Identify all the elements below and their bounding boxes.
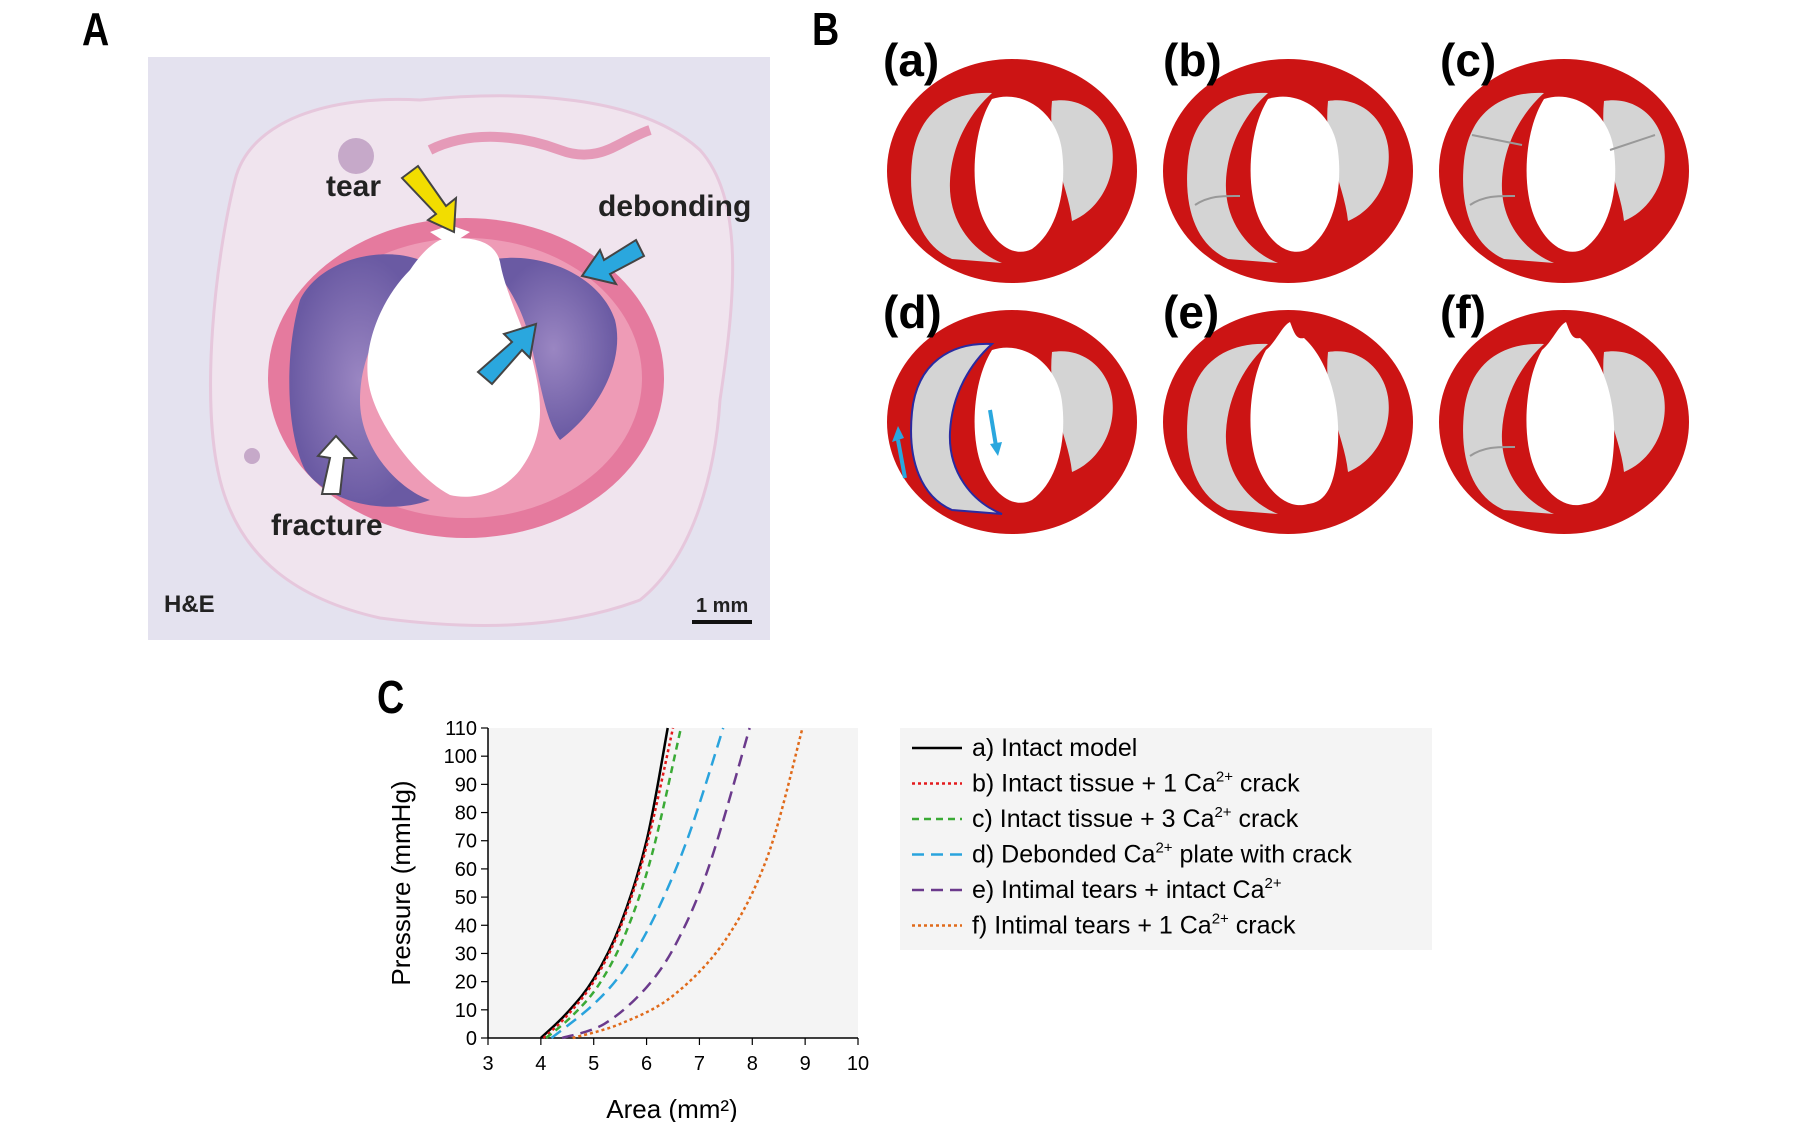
adventitia-small-vessel <box>338 138 374 174</box>
model-c-crack-2 <box>1471 134 1523 146</box>
model-f <box>1439 310 1689 534</box>
model-b <box>1163 59 1413 283</box>
model-c-crack-3 <box>1609 134 1656 151</box>
y-tick-label: 30 <box>455 943 477 965</box>
y-tick-label: 80 <box>455 803 477 825</box>
legend-entry: c) Intact tissue + 3 Ca2+ crack <box>972 804 1299 833</box>
model-c <box>1439 59 1689 283</box>
plot-area <box>488 728 858 1038</box>
debonding-arrow-lower <box>476 322 538 386</box>
lumen <box>367 238 540 497</box>
panel-b-letter: B <box>812 3 840 55</box>
label-tear: tear <box>326 170 381 203</box>
legend-entry: b) Intact tissue + 1 Ca2+ crack <box>972 769 1300 798</box>
x-ticks: 3 4 5 6 7 8 9 10 <box>482 1038 869 1075</box>
series-line-f <box>572 727 804 1040</box>
x-tick-label: 8 <box>747 1053 758 1075</box>
model-d-arrow-right <box>988 409 1002 456</box>
debonding-arrow-upper <box>580 238 646 286</box>
y-tick-label: 10 <box>455 1000 477 1022</box>
legend-entry: a) Intact model <box>972 734 1137 762</box>
series-line-d <box>550 727 725 1039</box>
x-tick-label: 10 <box>847 1053 869 1075</box>
model-b-crack <box>1194 194 1241 206</box>
legend-entry: f) Intimal tears + 1 Ca2+ crack <box>972 911 1296 940</box>
series-lines <box>539 727 804 1040</box>
sublabel-b: (b) <box>1163 34 1222 86</box>
sublabel-f: (f) <box>1440 286 1486 338</box>
model-d <box>887 310 1137 534</box>
panel-c-letter: C <box>377 671 405 723</box>
sublabel-e: (e) <box>1163 286 1219 338</box>
tear-arrow <box>400 164 458 234</box>
y-tick-label: 50 <box>455 887 477 909</box>
sublabel-a: (a) <box>883 34 939 86</box>
tear-gap <box>430 225 470 245</box>
model-f-crack <box>1469 445 1516 457</box>
y-axis-label: Pressure (mmHg) <box>386 780 416 985</box>
series-line-a <box>539 727 669 1039</box>
legend-box <box>900 728 1432 950</box>
y-tick-label: 90 <box>455 774 477 796</box>
fracture-arrow <box>316 434 359 495</box>
label-stain: H&E <box>164 591 215 618</box>
legend: a) Intact model b) Intact tissue + 1 Ca2+… <box>912 734 1352 940</box>
model-d-debond-outline <box>910 342 1003 515</box>
model-c-crack-1 <box>1469 194 1516 206</box>
x-tick-label: 5 <box>588 1053 599 1075</box>
y-ticks: 0 10 20 30 40 50 60 70 80 90 100 110 <box>444 718 488 1050</box>
y-tick-label: 60 <box>455 859 477 881</box>
label-fracture: fracture <box>271 509 383 542</box>
plaque-right <box>490 257 618 440</box>
y-tick-label: 70 <box>455 831 477 853</box>
x-tick-label: 7 <box>694 1053 705 1075</box>
x-tick-label: 6 <box>641 1053 652 1075</box>
x-axis-label: Area (mm²) <box>606 1094 737 1122</box>
adventitia-dot <box>244 448 260 464</box>
legend-entry: d) Debonded Ca2+ plate with crack <box>972 840 1352 869</box>
y-tick-label: 40 <box>455 915 477 937</box>
series-line-e <box>561 727 751 1040</box>
y-tick-label: 20 <box>455 972 477 994</box>
series-line-b <box>542 727 675 1039</box>
y-tick-label: 100 <box>444 746 477 768</box>
label-scale: 1 mm <box>696 595 748 617</box>
model-d-arrow-left <box>892 426 907 479</box>
x-tick-label: 4 <box>535 1053 546 1075</box>
x-tick-label: 9 <box>800 1053 811 1075</box>
series-line-c <box>545 727 683 1039</box>
sublabel-c: (c) <box>1440 34 1496 86</box>
sublabel-d: (d) <box>883 286 942 338</box>
y-tick-label: 110 <box>445 718 477 740</box>
label-debonding: debonding <box>598 190 751 223</box>
panel-a-letter: A <box>82 3 110 55</box>
plaque-left <box>289 254 430 507</box>
x-tick-label: 3 <box>482 1053 493 1075</box>
y-tick-label: 0 <box>466 1028 477 1050</box>
legend-entry: e) Intimal tears + intact Ca2+ <box>972 875 1282 904</box>
adventitia-vessel <box>427 125 652 160</box>
